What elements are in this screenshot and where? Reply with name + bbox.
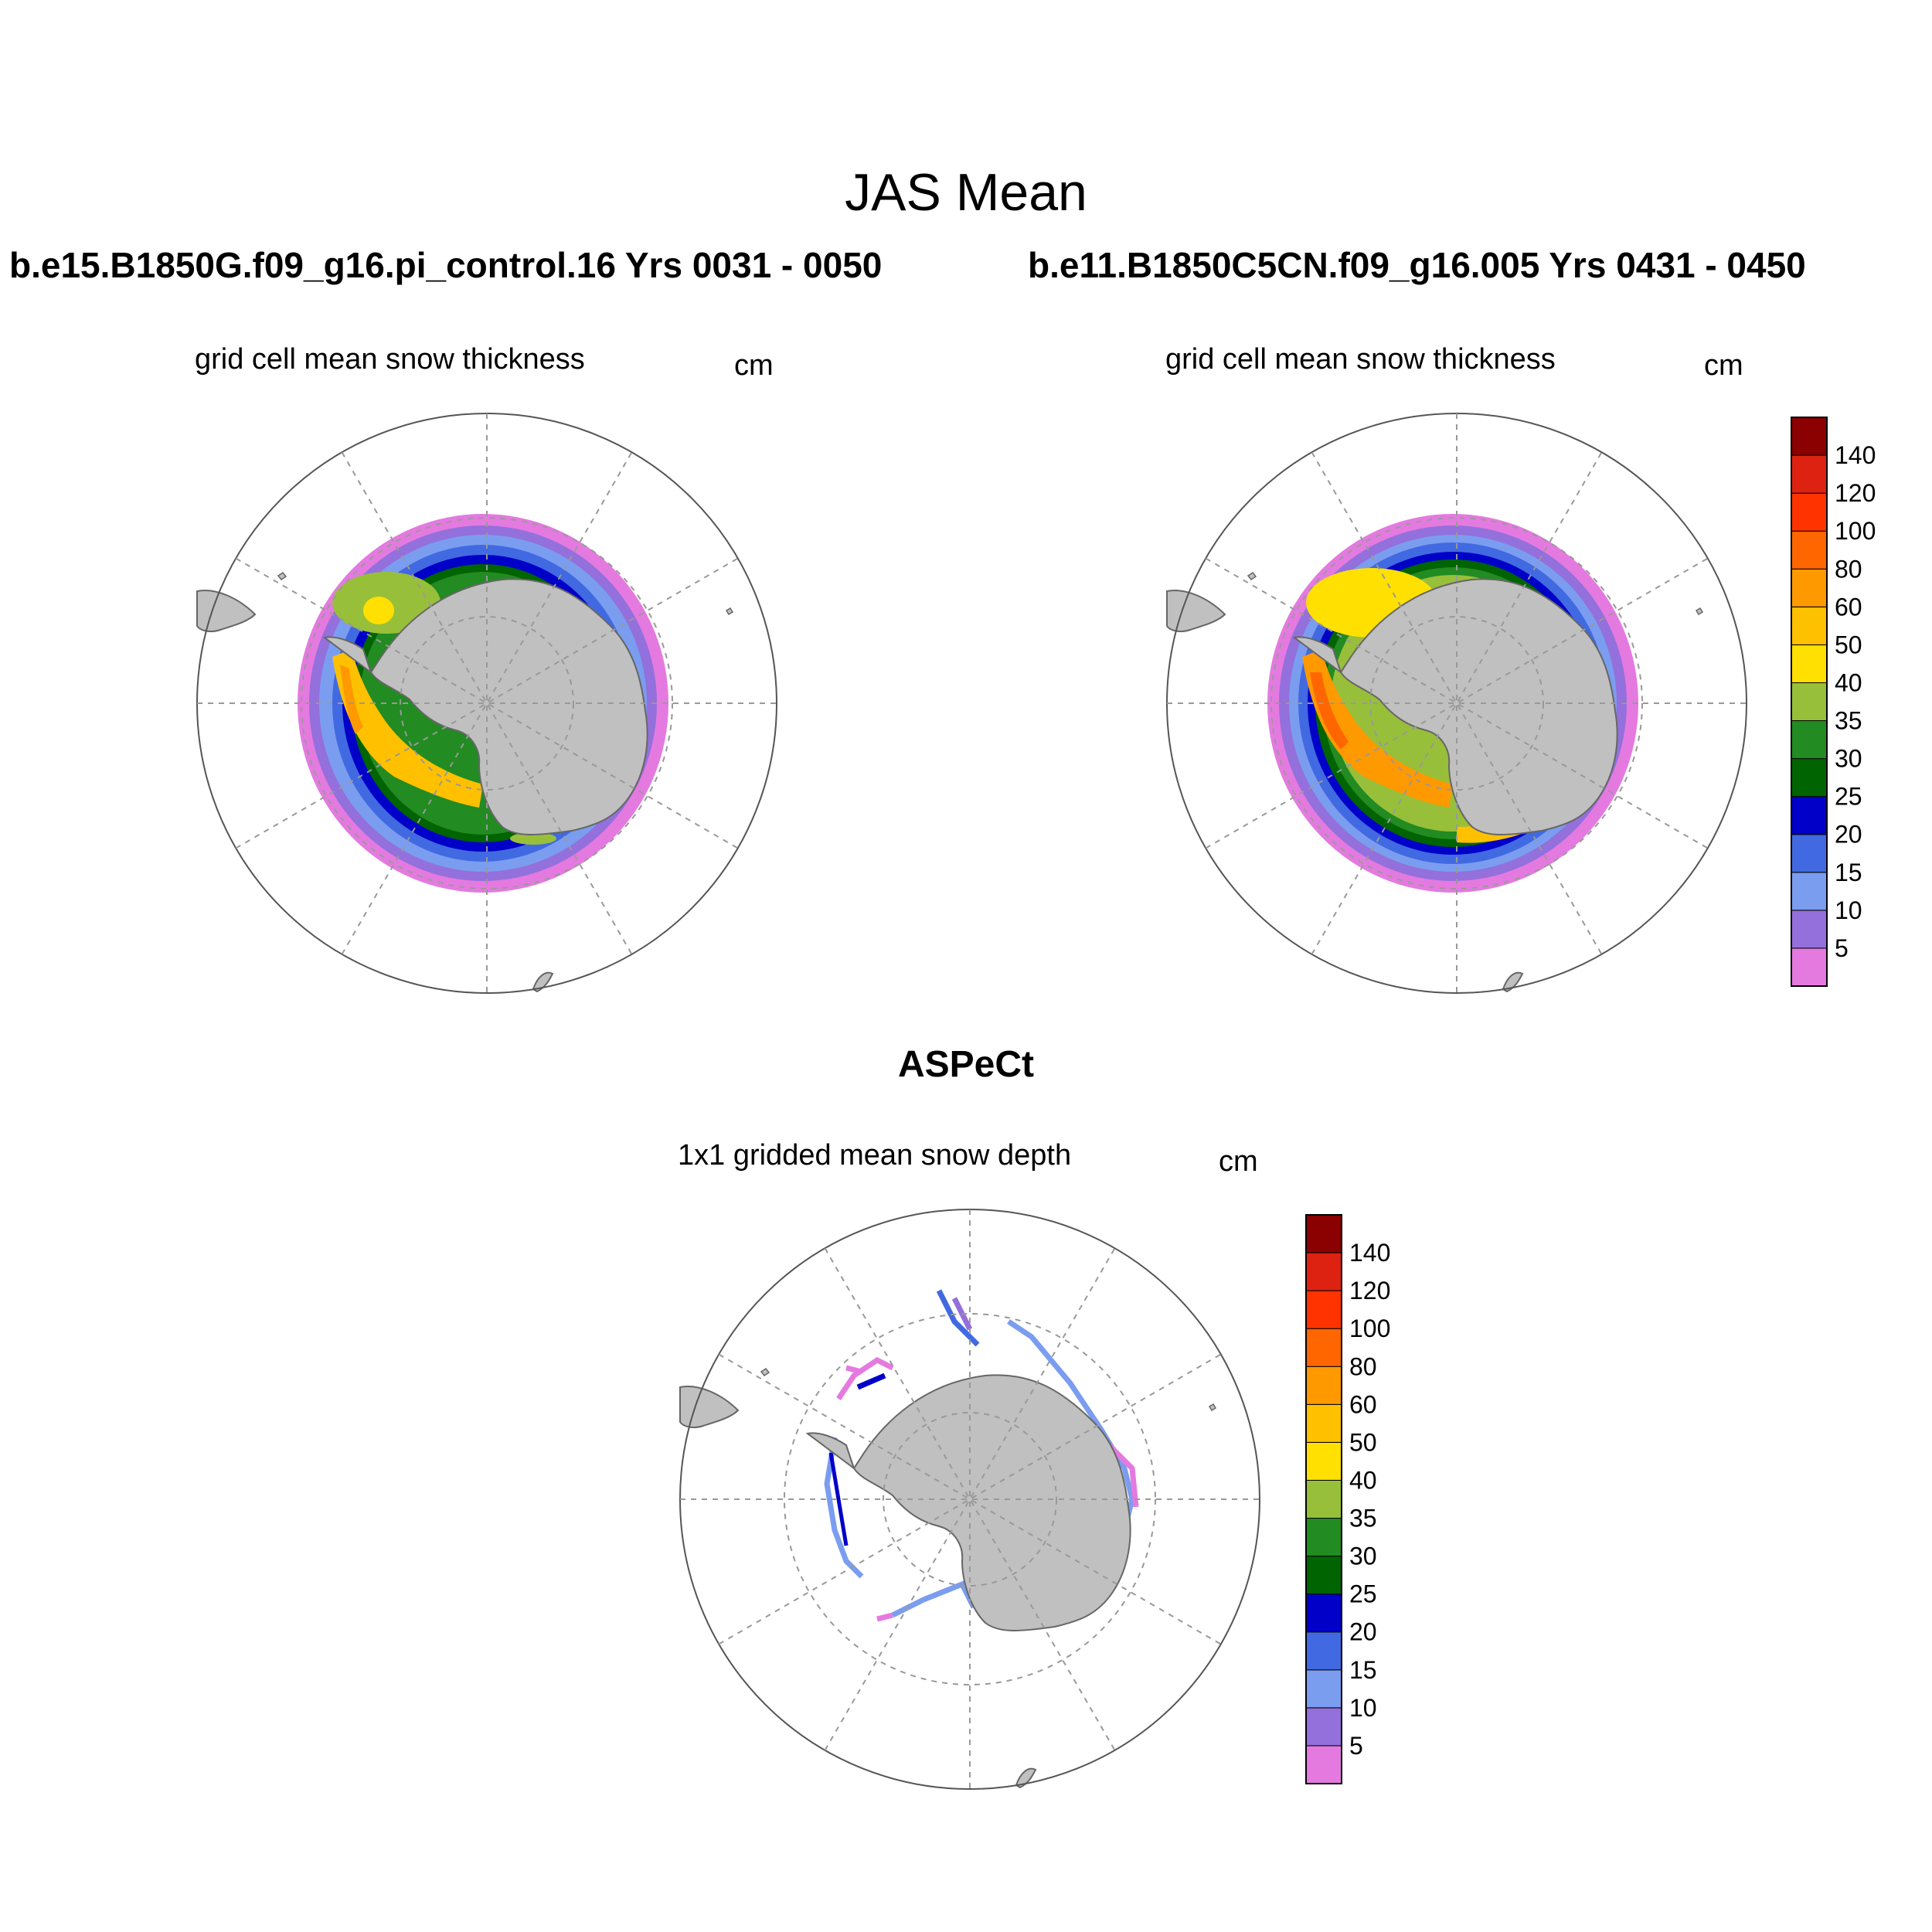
colorbar-swatch [1791, 492, 1828, 532]
left-panel-run-title: b.e15.B1850G.f09_g16.pi_control.16 Yrs 0… [9, 245, 883, 285]
colorbar-swatch [1305, 1669, 1342, 1709]
colorbar-label: 35 [1349, 1505, 1377, 1532]
colorbar-label: 50 [1835, 631, 1862, 658]
colorbar-label: 60 [1349, 1390, 1377, 1418]
colorbar-label: 140 [1835, 441, 1876, 469]
colorbar-label: 10 [1835, 896, 1862, 924]
colorbar-label: 120 [1349, 1277, 1390, 1304]
colorbar-label: 10 [1349, 1694, 1377, 1722]
bottom-dataset-title: ASPeCt [897, 1044, 1035, 1085]
colorbar-label: 50 [1349, 1428, 1377, 1456]
colorbar-swatch [1305, 1631, 1342, 1671]
colorbar-swatch [1305, 1479, 1342, 1519]
colorbar-swatch [1305, 1290, 1342, 1329]
colorbar-swatch [1791, 530, 1828, 570]
colorbar-swatch [1791, 834, 1828, 873]
colorbar-label: 80 [1835, 555, 1862, 583]
colorbar-label: 15 [1835, 859, 1862, 886]
colorbar-swatch [1305, 1328, 1342, 1367]
colorbar-swatch [1791, 872, 1828, 911]
colorbar-swatch [1791, 758, 1828, 798]
colorbar-frame [1305, 1214, 1342, 1784]
colorbar-swatch [1305, 1518, 1342, 1557]
bottom-panel-plot-title: 1x1 gridded mean snow depth [678, 1139, 1072, 1172]
bottom-colorbar: 5 10 15 20 25 30 35 40 50 60 80 100 120 140 [1305, 1214, 1390, 1784]
colorbar-label: 5 [1349, 1732, 1363, 1760]
top-left-polar-map [196, 413, 777, 994]
colorbar-swatch [1305, 1556, 1342, 1595]
colorbar-swatch [1305, 1745, 1342, 1784]
colorbar-swatch [1791, 454, 1828, 494]
bottom-polar-map [679, 1209, 1260, 1790]
colorbar-swatch [1791, 644, 1828, 683]
bottom-panel-unit: cm [1219, 1145, 1258, 1178]
colorbar-swatch [1791, 910, 1828, 949]
colorbar-label: 35 [1835, 707, 1862, 735]
colorbar-label: 100 [1835, 517, 1876, 545]
colorbar-label: 40 [1349, 1466, 1377, 1494]
figure-title: JAS Mean [845, 163, 1087, 222]
colorbar-label: 25 [1349, 1580, 1377, 1608]
colorbar-label: 5 [1835, 934, 1849, 962]
colorbar-swatch [1305, 1707, 1342, 1747]
colorbar-swatch [1791, 682, 1828, 722]
colorbar-label: 30 [1349, 1543, 1377, 1570]
colorbar-swatch [1791, 796, 1828, 835]
colorbar-label: 20 [1835, 821, 1862, 849]
colorbar-label: 30 [1835, 745, 1862, 773]
colorbar-label: 60 [1835, 593, 1862, 621]
top-right-polar-map [1166, 413, 1747, 994]
colorbar-swatch [1305, 1441, 1342, 1481]
right-panel-run-title: b.e11.B1850C5CN.f09_g16.005 Yrs 0431 - 0… [1028, 245, 1806, 285]
colorbar-label: 40 [1835, 668, 1862, 696]
colorbar-swatch [1791, 568, 1828, 607]
colorbar-swatch [1305, 1594, 1342, 1633]
colorbar-label: 120 [1835, 479, 1876, 507]
colorbar-label: 25 [1835, 783, 1862, 811]
colorbar-swatch [1791, 720, 1828, 760]
colorbar-swatch [1305, 1214, 1342, 1253]
left-panel-plot-title: grid cell mean snow thickness [195, 343, 585, 376]
colorbar-label: 15 [1349, 1656, 1377, 1684]
right-panel-plot-title: grid cell mean snow thickness [1165, 343, 1556, 376]
colorbar-swatch [1305, 1252, 1342, 1291]
left-panel-unit: cm [734, 349, 774, 382]
colorbar-swatch [1791, 947, 1828, 987]
colorbar-label: 80 [1349, 1352, 1377, 1380]
right-panel-unit: cm [1704, 349, 1743, 382]
colorbar-label: 20 [1349, 1618, 1377, 1646]
colorbar-frame [1791, 417, 1828, 987]
colorbar-label: 100 [1349, 1315, 1390, 1342]
colorbar-swatch [1305, 1366, 1342, 1405]
colorbar-swatch [1791, 606, 1828, 645]
colorbar-swatch [1791, 417, 1828, 456]
colorbar-swatch [1305, 1403, 1342, 1443]
colorbar-label: 140 [1349, 1239, 1390, 1267]
top-colorbar: 5 10 15 20 25 30 35 40 50 60 80 100 120 140 [1791, 417, 1876, 987]
